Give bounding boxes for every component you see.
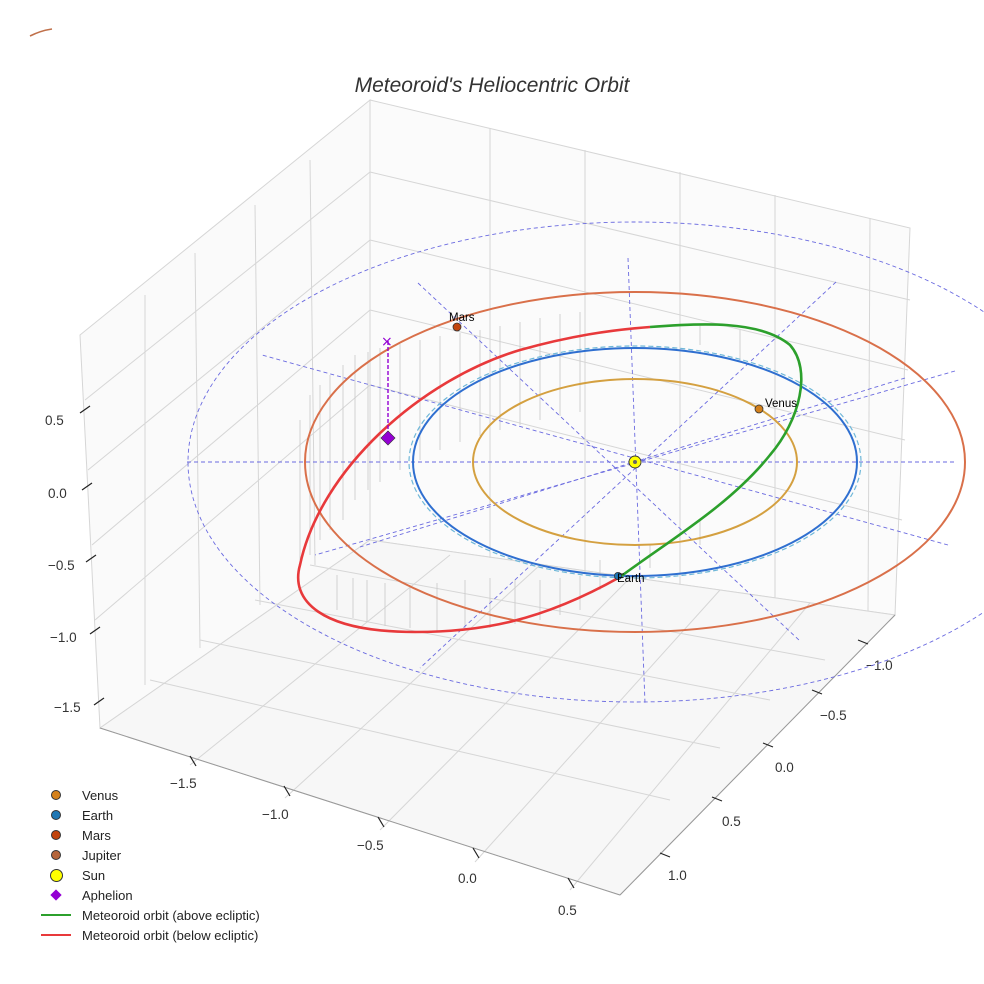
- legend-symbol: [40, 845, 72, 865]
- legend-symbol: [40, 925, 72, 945]
- legend-item: Sun: [40, 865, 260, 885]
- legend-label: Meteoroid orbit (above ecliptic): [82, 907, 260, 923]
- y-tick-label: −0.5: [820, 708, 847, 723]
- x-tick-label: −1.5: [170, 776, 197, 791]
- axis-lines: [99, 614, 896, 896]
- y-tick-label: 0.5: [722, 814, 741, 829]
- legend-label: Venus: [82, 787, 119, 803]
- x-tick-label: −0.5: [357, 838, 384, 853]
- legend-symbol: [40, 905, 72, 925]
- venus-point: [754, 404, 764, 414]
- z-tick-marks: [79, 405, 105, 706]
- earth-orbit-reference: [408, 345, 862, 579]
- planet-orbits: [304, 291, 966, 633]
- x-tick-label: 0.5: [558, 903, 577, 918]
- z-tick-label: 0.5: [45, 413, 64, 428]
- x-tick-label: 0.0: [458, 871, 477, 886]
- legend-item: Jupiter: [40, 845, 260, 865]
- z-tick-label: −1.0: [50, 630, 77, 645]
- earth-label: Earth: [617, 573, 645, 585]
- y-tick-label: 1.0: [668, 868, 687, 883]
- mars-label: Mars: [449, 312, 475, 324]
- meteoroid-orbit-below: [296, 325, 651, 634]
- legend-label: Mars: [82, 827, 111, 843]
- earth-orbit: [412, 347, 858, 577]
- z-tick-label: 0.0: [48, 486, 67, 501]
- chart-title: Meteoroid's Heliocentric Orbit: [354, 74, 630, 97]
- venus-label: Venus: [765, 398, 797, 410]
- aphelion-marker: [380, 430, 396, 446]
- legend-symbol: [40, 805, 72, 825]
- legend-symbol: [40, 785, 72, 805]
- legend-item: Meteoroid orbit (below ecliptic): [40, 925, 260, 945]
- mars-orbit: [304, 291, 966, 633]
- reference-spoke: [419, 281, 837, 669]
- z-tick-label: −0.5: [48, 558, 75, 573]
- mars-point: [452, 322, 462, 332]
- legend-label: Aphelion: [82, 887, 133, 903]
- x-tick-label: −1.0: [262, 807, 289, 822]
- z-tick-label: −1.5: [54, 700, 81, 715]
- jupiter-orbit-fragment: [29, 28, 53, 37]
- legend-item: Earth: [40, 805, 260, 825]
- meteoroid-orbit-above: [619, 323, 803, 579]
- reference-spoke: [627, 257, 646, 704]
- legend-label: Earth: [82, 807, 114, 823]
- y-tick-label: −1.0: [866, 658, 893, 673]
- aphelion-projection-marker: ×: [381, 334, 393, 350]
- x-tick-marks: [189, 755, 575, 889]
- legend-label: Meteoroid orbit (below ecliptic): [82, 927, 259, 943]
- legend-symbol: [40, 865, 72, 885]
- sun-center-mark: [633, 460, 637, 464]
- y-tick-label: 0.0: [775, 760, 794, 775]
- legend-label: Jupiter: [82, 847, 122, 863]
- legend-item: Venus: [40, 785, 260, 805]
- legend: Venus Earth Mars Jupiter Sun Aphelion Meteoroi…: [40, 785, 260, 945]
- legend-item: Meteoroid orbit (above ecliptic): [40, 905, 260, 925]
- axes-panes: [79, 98, 911, 896]
- legend-symbol: [40, 825, 72, 845]
- aphelion-marker-group: ×: [380, 334, 396, 446]
- legend-item: Mars: [40, 825, 260, 845]
- legend-label: Sun: [82, 867, 106, 883]
- earth-point: [614, 572, 623, 581]
- ecliptic-reference-grid: [187, 221, 984, 704]
- venus-orbit: [472, 378, 798, 546]
- legend-symbol: [40, 885, 72, 905]
- y-tick-marks: [659, 639, 869, 858]
- reference-circle: [187, 221, 984, 703]
- legend-item: Aphelion: [40, 885, 260, 905]
